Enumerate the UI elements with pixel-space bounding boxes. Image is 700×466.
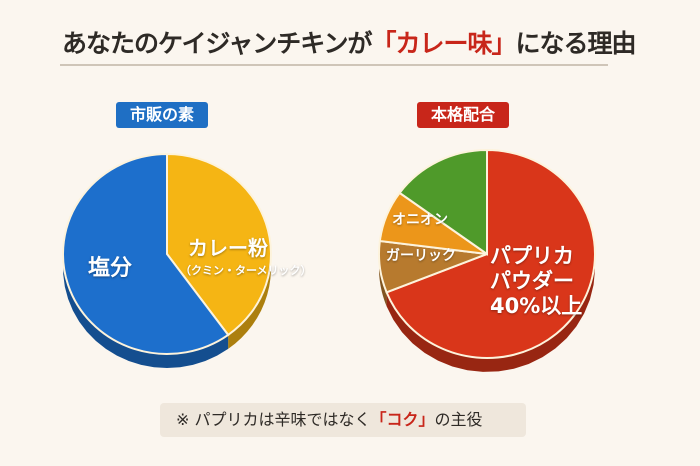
pie-slice (166, 152, 272, 337)
title-divider (60, 64, 608, 66)
note-highlight: 「コク」 (370, 410, 435, 429)
pie-slice (385, 148, 596, 359)
slice-side (63, 154, 229, 368)
slice-label-salt: 塩分 (88, 256, 133, 281)
left-chart-title: 市販の素 (116, 102, 209, 128)
right-chart-title: 本格配合 (417, 102, 510, 128)
slice-sublabel-curry: （クミン・ターメリック） (180, 264, 312, 277)
pie-slice (62, 152, 230, 355)
slice-label-onion: オニオン (392, 212, 448, 228)
paprika-line-3: 40%以上 (490, 294, 583, 318)
pie-commercial (62, 152, 272, 368)
title-text: あなたのケイジャンチキンが (62, 29, 373, 58)
pie-slice (398, 148, 488, 256)
title-highlight: 「カレー味」 (371, 29, 517, 58)
note-text: ※ パプリカは辛味ではなく (176, 410, 371, 429)
footnote: ※ パプリカは辛味ではなく「コク」の主役 (160, 403, 526, 437)
pie-authentic (378, 148, 596, 372)
title-text-end: になる理由 (515, 29, 637, 58)
paprika-line-2: パウダー (490, 269, 574, 293)
slice-label-paprika: パプリカ パウダー 40%以上 (490, 244, 582, 319)
slice-label-curry: カレー粉 (188, 236, 268, 260)
page-title: あなたのケイジャンチキンが「カレー味」になる理由 (62, 24, 637, 60)
note-text-end: の主役 (434, 410, 483, 429)
slice-label-garlic: ガーリック (386, 248, 456, 264)
paprika-line-1: パプリカ (490, 244, 574, 268)
